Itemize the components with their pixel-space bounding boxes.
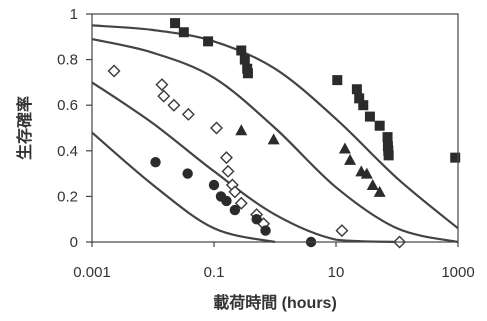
- square-marker: [374, 120, 385, 131]
- square-marker: [354, 93, 365, 104]
- y-tick-label: 1: [70, 6, 78, 23]
- fit-curve: [91, 38, 459, 244]
- y-tick-label: 0.8: [57, 52, 78, 69]
- triangle-marker: [235, 124, 248, 136]
- square-marker: [358, 100, 369, 111]
- square-marker: [178, 27, 189, 38]
- diamond-marker: [157, 89, 171, 103]
- triangle-marker: [366, 179, 379, 190]
- fit-curve: [91, 24, 459, 230]
- fit-curve: [91, 131, 276, 244]
- triangle-marker: [373, 185, 386, 197]
- y-tick-label: 0.2: [57, 188, 78, 205]
- triangle-marker: [267, 133, 280, 145]
- diamond-marker: [221, 164, 235, 178]
- circle-marker: [208, 179, 220, 191]
- square-marker: [242, 68, 253, 79]
- diamond-marker: [167, 98, 181, 112]
- square-marker: [170, 18, 181, 29]
- square-marker: [450, 152, 461, 163]
- triangle-marker: [360, 167, 373, 179]
- y-tick-label: 0.6: [57, 97, 78, 114]
- x-tick-label: 0.001: [73, 264, 111, 281]
- square-marker: [382, 132, 393, 143]
- circle-marker: [251, 214, 262, 225]
- square-marker: [332, 75, 343, 86]
- circle-marker: [229, 204, 241, 216]
- diamond-marker: [219, 151, 233, 165]
- square-marker: [203, 36, 214, 47]
- diamond-marker: [181, 107, 195, 121]
- x-tick-label: 1000: [441, 264, 474, 281]
- y-tick-label: 0: [70, 234, 78, 251]
- data-markers: [107, 18, 461, 249]
- x-tick-label: 10: [328, 264, 345, 281]
- diamond-marker: [234, 196, 248, 210]
- circle-marker: [150, 157, 161, 168]
- square-marker: [239, 54, 250, 65]
- x-axis-ticks: 0.001 0.1 10 1000: [73, 242, 475, 281]
- circle-marker: [182, 168, 193, 179]
- diamond-marker: [335, 224, 349, 238]
- y-axis-title: 生存確率: [15, 96, 34, 160]
- square-marker: [364, 111, 375, 122]
- circle-marker: [221, 195, 232, 207]
- square-marker: [383, 150, 394, 161]
- y-axis-ticks: 0 0.2 0.4 0.6 0.8 1: [57, 6, 92, 251]
- square-marker: [236, 45, 247, 56]
- x-tick-label: 0.1: [204, 264, 225, 281]
- diamond-marker: [155, 78, 169, 92]
- diamond-marker: [228, 185, 242, 199]
- x-axis-title: 載荷時間 (hours): [213, 293, 337, 312]
- y-tick-label: 0.4: [57, 143, 78, 160]
- diamond-marker: [107, 64, 121, 78]
- circle-marker: [260, 225, 271, 236]
- plot-area: [91, 13, 459, 243]
- diamond-marker: [210, 121, 224, 135]
- square-marker: [351, 84, 362, 95]
- triangle-marker: [344, 153, 357, 165]
- triangle-marker: [338, 142, 351, 154]
- fit-curves: [91, 24, 459, 244]
